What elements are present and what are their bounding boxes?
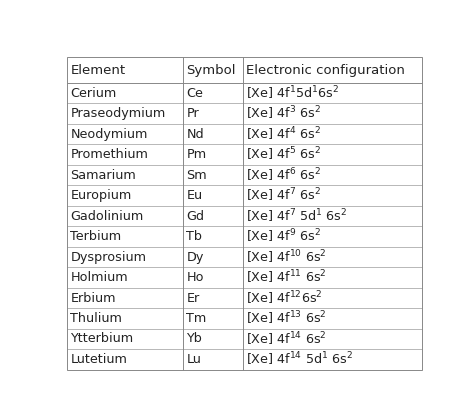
Text: Tb: Tb [186,230,202,243]
Text: [Xe] 4f$^{11}$ 6s$^2$: [Xe] 4f$^{11}$ 6s$^2$ [246,269,327,286]
Text: Samarium: Samarium [70,168,136,181]
Text: Erbium: Erbium [70,292,116,305]
Text: Thulium: Thulium [70,312,122,325]
Text: Ce: Ce [186,87,203,100]
Text: Dy: Dy [186,251,204,264]
Text: Lu: Lu [186,353,201,366]
Text: [Xe] 4f$^7$ 5d$^1$ 6s$^2$: [Xe] 4f$^7$ 5d$^1$ 6s$^2$ [246,207,348,225]
Text: Yb: Yb [186,332,202,345]
Text: Electronic configuration: Electronic configuration [246,64,405,77]
Text: Terbium: Terbium [70,230,121,243]
Text: Er: Er [186,292,200,305]
Text: Gd: Gd [186,210,204,222]
Text: Ytterbium: Ytterbium [70,332,133,345]
Text: Dysprosium: Dysprosium [70,251,146,264]
Text: [Xe] 4f$^9$ 6s$^2$: [Xe] 4f$^9$ 6s$^2$ [246,228,321,246]
Text: [Xe] 4f$^{13}$ 6s$^2$: [Xe] 4f$^{13}$ 6s$^2$ [246,310,327,327]
Text: Praseodymium: Praseodymium [70,107,165,120]
Text: Promethium: Promethium [70,148,148,161]
Text: Pr: Pr [186,107,199,120]
Text: Europium: Europium [70,189,131,202]
Text: [Xe] 4f$^{14}$ 5d$^1$ 6s$^2$: [Xe] 4f$^{14}$ 5d$^1$ 6s$^2$ [246,351,354,368]
Text: Eu: Eu [186,189,202,202]
Text: [Xe] 4f$^{14}$ 6s$^2$: [Xe] 4f$^{14}$ 6s$^2$ [246,330,327,348]
Text: Neodymium: Neodymium [70,128,147,141]
Text: [Xe] 4f$^3$ 6s$^2$: [Xe] 4f$^3$ 6s$^2$ [246,105,321,122]
Text: Gadolinium: Gadolinium [70,210,144,222]
Text: Ho: Ho [186,271,204,284]
Text: [Xe] 4f$^7$ 6s$^2$: [Xe] 4f$^7$ 6s$^2$ [246,187,321,204]
Text: [Xe] 4f$^5$ 6s$^2$: [Xe] 4f$^5$ 6s$^2$ [246,146,321,163]
Text: [Xe] 4f$^{10}$ 6s$^2$: [Xe] 4f$^{10}$ 6s$^2$ [246,248,327,266]
Text: Lutetium: Lutetium [70,353,127,366]
Text: Nd: Nd [186,128,204,141]
Text: Cerium: Cerium [70,87,117,100]
Text: [Xe] 4f$^{12}$6s$^2$: [Xe] 4f$^{12}$6s$^2$ [246,289,323,307]
Text: [Xe] 4f$^4$ 6s$^2$: [Xe] 4f$^4$ 6s$^2$ [246,125,321,143]
Text: Tm: Tm [186,312,207,325]
Text: Element: Element [70,64,126,77]
Text: [Xe] 4f$^1$5d$^1$6s$^2$: [Xe] 4f$^1$5d$^1$6s$^2$ [246,85,339,102]
Text: Holmium: Holmium [70,271,128,284]
Text: Symbol: Symbol [186,64,236,77]
Text: Pm: Pm [186,148,207,161]
Text: Sm: Sm [186,168,207,181]
Text: [Xe] 4f$^6$ 6s$^2$: [Xe] 4f$^6$ 6s$^2$ [246,166,321,184]
